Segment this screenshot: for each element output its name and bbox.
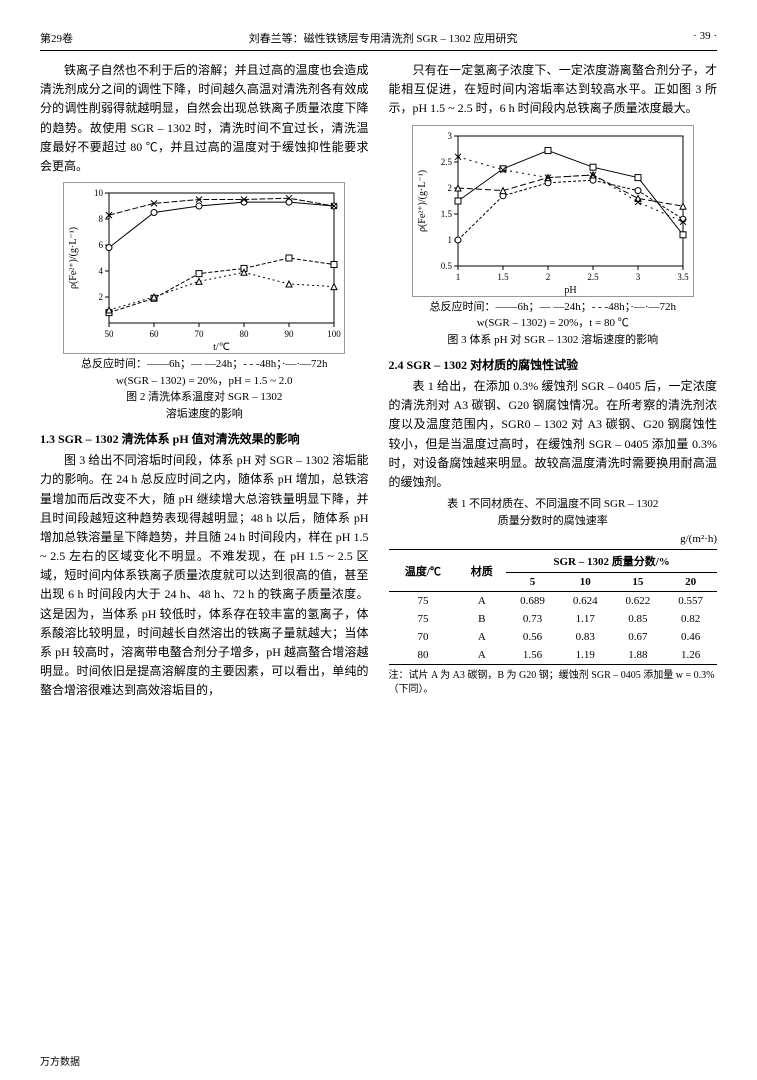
cell-value: 0.56 <box>506 628 559 646</box>
section-2-4-para: 表 1 给出，在添加 0.3% 缓蚀剂 SGR – 0405 后，一定浓度的清洗… <box>389 377 718 492</box>
left-para-1: 铁离子自然也不利于后的溶解；并且过高的温度也会造成清洗剂成分之间的调性下降，时间… <box>40 61 369 176</box>
svg-text:70: 70 <box>195 329 205 339</box>
cell-temp: 70 <box>389 628 458 646</box>
figure-3-formula: w(SGR – 1302) = 20%，t = 80 ℃ <box>389 315 718 332</box>
table-row: 80A1.561.191.881.26 <box>389 646 718 665</box>
svg-text:4: 4 <box>99 266 104 276</box>
svg-text:3.5: 3.5 <box>677 272 689 282</box>
th-pct: 10 <box>559 573 612 592</box>
section-1-3-para: 图 3 给出不同溶垢时间段，体系 pH 对 SGR – 1302 溶垢能力的影响… <box>40 451 369 700</box>
cell-value: 0.73 <box>506 610 559 628</box>
svg-text:8: 8 <box>99 214 104 224</box>
svg-text:6: 6 <box>99 240 104 250</box>
svg-text:t/℃: t/℃ <box>213 342 230 353</box>
cell-value: 0.67 <box>612 628 665 646</box>
cell-temp: 75 <box>389 610 458 628</box>
svg-text:0.5: 0.5 <box>441 261 453 271</box>
section-1-3-title: 1.3 SGR – 1302 清洗体系 pH 值对清洗效果的影响 <box>40 430 369 447</box>
cell-value: 0.83 <box>559 628 612 646</box>
cell-material: A <box>457 592 506 611</box>
svg-text:3: 3 <box>447 131 452 141</box>
table-1-caption-1: 表 1 不同材质在、不同温度不同 SGR – 1302 <box>389 496 718 513</box>
svg-text:2: 2 <box>447 183 452 193</box>
th-group: SGR – 1302 质量分数/% <box>506 550 717 573</box>
svg-text:1: 1 <box>447 235 452 245</box>
figure-2-formula: w(SGR – 1302) = 20%，pH = 1.5 ~ 2.0 <box>40 373 369 390</box>
svg-text:ρ(Fe²⁺)/(g·L⁻¹): ρ(Fe²⁺)/(g·L⁻¹) <box>68 227 79 289</box>
cell-value: 0.689 <box>506 592 559 611</box>
figure-2-caption-2: 溶垢速度的影响 <box>40 406 369 423</box>
svg-text:1.5: 1.5 <box>497 272 509 282</box>
table-row: 75B0.731.170.850.82 <box>389 610 718 628</box>
svg-text:90: 90 <box>285 329 295 339</box>
svg-text:100: 100 <box>328 329 342 339</box>
cell-temp: 80 <box>389 646 458 665</box>
figure-2-caption-1: 图 2 清洗体系温度对 SGR – 1302 <box>40 389 369 406</box>
footer-publisher: 万方数据 <box>40 1053 80 1068</box>
right-column: 只有在一定氢离子浓度下、一定浓度游离螯合剂分子，才能相互促进，在短时间内溶垢率达… <box>389 61 718 705</box>
cell-value: 0.624 <box>559 592 612 611</box>
svg-text:60: 60 <box>150 329 160 339</box>
th-material: 材质 <box>457 550 506 592</box>
table-1-caption-2: 质量分数时的腐蚀速率 <box>389 513 718 530</box>
cell-value: 0.557 <box>664 592 717 611</box>
th-temp: 温度/℃ <box>389 550 458 592</box>
svg-text:2.5: 2.5 <box>587 272 599 282</box>
svg-text:2: 2 <box>546 272 551 282</box>
svg-text:2.5: 2.5 <box>441 157 453 167</box>
cell-value: 0.82 <box>664 610 717 628</box>
cell-material: A <box>457 646 506 665</box>
left-column: 铁离子自然也不利于后的溶解；并且过高的温度也会造成清洗剂成分之间的调性下降，时间… <box>40 61 369 705</box>
th-pct: 20 <box>664 573 717 592</box>
svg-text:pH: pH <box>564 285 576 296</box>
th-pct: 5 <box>506 573 559 592</box>
figure-3-caption: 图 3 体系 pH 对 SGR – 1302 溶垢速度的影响 <box>389 332 718 349</box>
cell-value: 1.56 <box>506 646 559 665</box>
cell-value: 1.26 <box>664 646 717 665</box>
figure-2-chart: 50 60 70 80 90 100 2 4 6 8 10 t/℃ ρ(Fe²⁺)/(g·L⁻¹) <box>63 182 345 354</box>
svg-text:50: 50 <box>105 329 115 339</box>
svg-text:3: 3 <box>636 272 641 282</box>
cell-value: 0.622 <box>612 592 665 611</box>
figure-3-chart: 11.522.533.50.511.522.53pHρ(Fe²⁺)/(g·L⁻¹… <box>412 125 694 297</box>
page-number: · 39 · <box>693 30 717 46</box>
cell-value: 1.17 <box>559 610 612 628</box>
cell-value: 0.85 <box>612 610 665 628</box>
table-1: 温度/℃ 材质 SGR – 1302 质量分数/% 5101520 75A0.6… <box>389 549 718 665</box>
table-row: 75A0.6890.6240.6220.557 <box>389 592 718 611</box>
svg-text:1: 1 <box>456 272 461 282</box>
th-pct: 15 <box>612 573 665 592</box>
table-1-unit: g/(m²·h) <box>389 533 718 545</box>
table-1-footnote: 注：试片 A 为 A3 碳钢，B 为 G20 钢；缓蚀剂 SGR – 0405 … <box>389 669 718 697</box>
cell-temp: 75 <box>389 592 458 611</box>
right-para-top: 只有在一定氢离子浓度下、一定浓度游离螯合剂分子，才能相互促进，在短时间内溶垢率达… <box>389 61 718 119</box>
svg-text:80: 80 <box>240 329 250 339</box>
cell-value: 1.19 <box>559 646 612 665</box>
cell-material: B <box>457 610 506 628</box>
figure-2-legend: 总反应时间：——6h；— —24h；- - -48h；·—·—72h <box>40 356 369 373</box>
table-row: 70A0.560.830.670.46 <box>389 628 718 646</box>
cell-value: 0.46 <box>664 628 717 646</box>
page-header: 第29卷 刘春兰等：磁性铁锈层专用清洗剂 SGR – 1302 应用研究 · 3… <box>40 30 717 51</box>
svg-text:ρ(Fe²⁺)/(g·L⁻¹): ρ(Fe²⁺)/(g·L⁻¹) <box>417 170 428 232</box>
svg-text:1.5: 1.5 <box>441 209 453 219</box>
svg-text:10: 10 <box>94 188 104 198</box>
svg-text:2: 2 <box>99 292 104 302</box>
volume: 第29卷 <box>40 30 73 46</box>
cell-value: 1.88 <box>612 646 665 665</box>
section-2-4-title: 2.4 SGR – 1302 对材质的腐蚀性试验 <box>389 356 718 373</box>
figure-3-legend: 总反应时间：——6h；— —24h；- - -48h；·—·—72h <box>389 299 718 316</box>
running-title: 刘春兰等：磁性铁锈层专用清洗剂 SGR – 1302 应用研究 <box>249 30 518 46</box>
cell-material: A <box>457 628 506 646</box>
